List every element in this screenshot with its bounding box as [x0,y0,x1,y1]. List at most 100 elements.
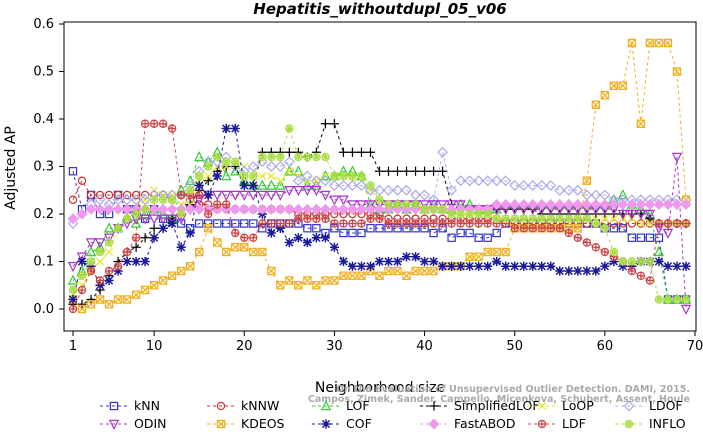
legend-marker-cof [321,419,331,429]
data-point-knn [303,224,312,233]
data-point-ldof [509,180,521,191]
data-point-kdeos [627,38,637,48]
data-point-odin [320,190,331,201]
data-point-inflo [321,152,330,162]
data-point-fastabod [554,199,566,210]
data-point-ldof [527,180,539,191]
legend-label: KDEOS [241,416,285,431]
data-point-kdeos [645,38,655,48]
data-point-kdeos [402,271,411,280]
legend-marker-lof [320,400,332,411]
data-point-ldf [348,219,357,228]
data-point-knn [429,228,438,238]
data-point-inflo [303,152,312,162]
data-point-fastabod [545,199,557,210]
data-point-cof [528,261,538,271]
credit-line-1: Campos, Zimek, Sander, Campello, Micenko… [308,394,690,405]
legend-label: LoOP [562,398,594,413]
data-point-lof [157,208,169,219]
data-point-ldf [312,214,321,223]
data-point-ldof [256,156,268,168]
data-point-ldof [446,184,458,196]
legend-label: LDF [562,416,586,431]
data-point-inflo [447,209,456,219]
data-point-kdeos [573,224,583,233]
data-point-fastabod [229,203,241,215]
data-point-fastabod [662,199,674,210]
data-point-ldof [229,161,241,172]
y-tick-label: 0.3 [33,160,54,175]
data-point-inflo [294,152,303,162]
data-point-kdeos [303,276,312,285]
series-layer [67,38,692,315]
data-point-lof [139,208,151,219]
data-point-ldf [158,119,168,128]
data-point-ldf [113,262,123,271]
data-point-simplifiedlof [284,147,294,157]
data-point-odin [221,190,232,201]
series-fastabod [67,199,692,225]
data-point-inflo [240,171,249,181]
y-tick-label: 0.5 [33,65,54,80]
legend-label: LDOF [649,398,683,413]
legend-label: LOF [346,398,370,413]
data-point-odin [148,214,160,225]
data-point-odin [302,186,313,197]
y-tick-label: 0.2 [33,207,54,222]
data-point-lof [293,165,304,176]
data-point-cof [663,261,673,271]
data-point-fastabod [536,199,548,210]
data-point-ldof [310,175,322,187]
data-point-fastabod [292,203,304,215]
data-point-inflo [285,124,294,133]
data-point-knn [222,219,231,228]
data-point-cof [293,233,303,243]
data-point-simplifiedlof [149,223,159,233]
data-point-fastabod [491,199,503,210]
data-point-knn [213,219,222,228]
data-point-knn [627,233,637,242]
data-point-ldof [265,161,277,172]
data-point-odin [635,209,647,220]
series-odin [67,152,692,315]
data-point-odin [428,200,439,211]
data-point-ldf [591,243,601,252]
data-point-cof [537,261,547,271]
data-point-kdeos [285,276,294,285]
data-point-fastabod [76,208,88,220]
data-point-simplifiedlof [383,166,394,176]
data-point-cof [582,266,592,276]
data-point-inflo [456,209,465,219]
data-point-ldf [555,224,564,233]
data-point-lof [103,222,115,233]
data-point-cof [86,261,96,271]
x-tick-label: 20 [236,339,253,354]
data-point-fastabod [337,203,349,215]
data-point-inflo [672,295,682,304]
y-tick-label: 0.4 [33,112,54,127]
data-point-inflo [149,195,159,204]
data-point-ldof [347,180,358,191]
data-point-fastabod [193,203,205,215]
data-point-inflo [330,171,339,181]
legend-marker-inflo [624,419,634,429]
legend-item-knnw: kNNW [207,398,279,413]
data-point-ldf [321,214,330,223]
x-tick-label: 40 [416,339,433,354]
data-point-knn [447,233,456,242]
data-point-kdeos [492,247,501,257]
data-point-ldof [383,184,394,196]
data-point-ldf [303,214,312,223]
data-point-inflo [104,238,114,247]
data-point-odin [365,200,376,211]
data-point-fastabod [256,203,268,215]
data-point-cof [437,261,448,271]
data-point-inflo [573,214,583,223]
data-point-kdeos [258,247,267,257]
data-point-inflo [465,209,474,219]
data-point-inflo [609,247,619,257]
data-point-lof [653,246,665,257]
x-axis: 1 10 20 30 40 50 60 70 [69,331,703,354]
data-point-simplifiedlof [77,299,87,309]
